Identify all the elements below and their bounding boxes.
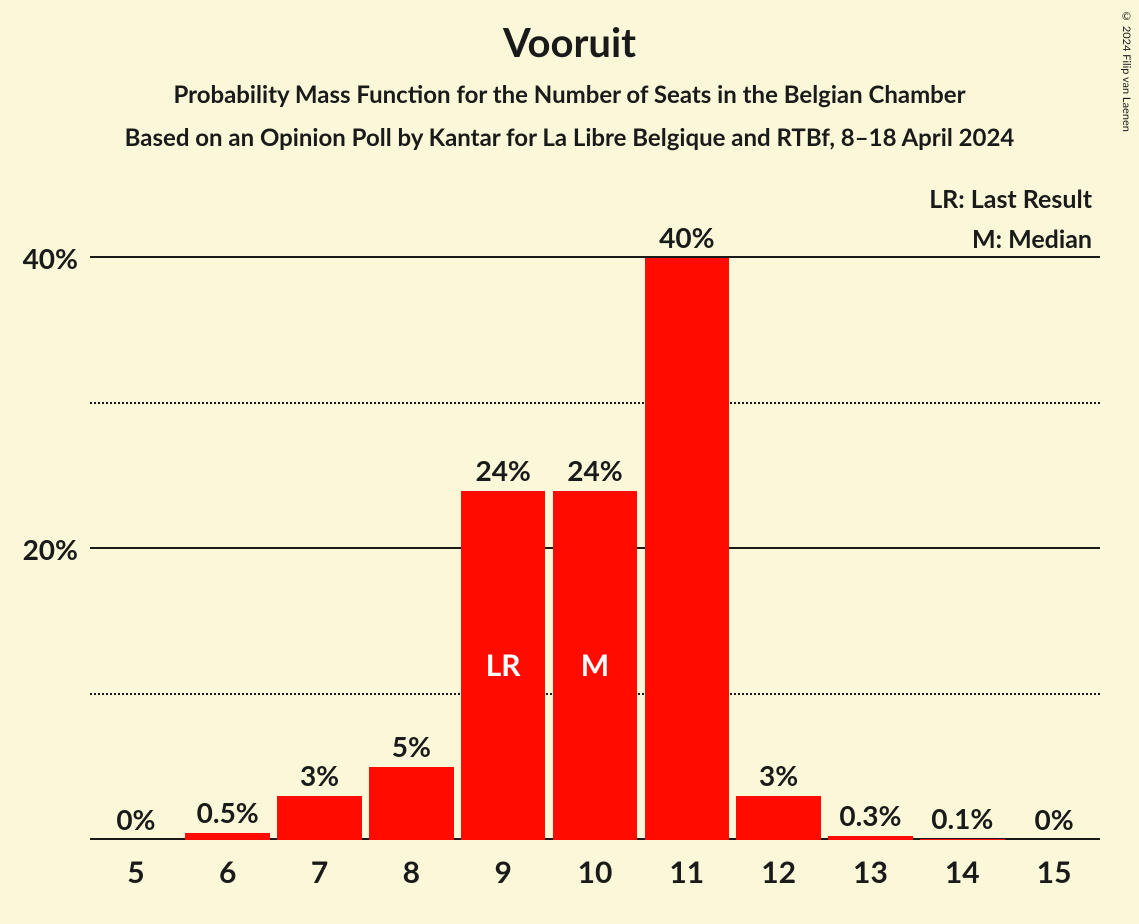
copyright-text: © 2024 Filip van Laenen — [1120, 10, 1133, 132]
chart-bar: 24%M — [553, 491, 637, 840]
chart-bar: 40% — [645, 258, 729, 840]
chart-subtitle-2: Based on an Opinion Poll by Kantar for L… — [0, 123, 1139, 152]
chart-bar: 0.3% — [828, 836, 912, 840]
chart-bar: 0.1% — [920, 839, 1004, 840]
y-tick-label: 40% — [23, 241, 78, 275]
chart-bar: 24%LR — [461, 491, 545, 840]
gridline-minor — [90, 402, 1100, 404]
legend-line: M: Median — [972, 224, 1092, 254]
gridline-major — [90, 256, 1100, 258]
bar-value-label: 0.5% — [197, 795, 259, 829]
bar-value-label: 24% — [567, 453, 622, 487]
x-tick-label: 11 — [669, 854, 704, 890]
x-tick-label: 13 — [853, 854, 888, 890]
x-tick-label: 12 — [761, 854, 796, 890]
chart-bar: 5% — [369, 767, 453, 840]
y-tick-label: 20% — [23, 532, 78, 566]
legend-line: LR: Last Result — [929, 184, 1092, 214]
x-tick-label: 8 — [403, 854, 420, 890]
x-tick-label: 15 — [1037, 854, 1072, 890]
bar-value-label: 40% — [659, 220, 714, 254]
x-tick-label: 6 — [219, 854, 236, 890]
chart-bar: 3% — [277, 796, 361, 840]
bar-value-label: 5% — [392, 729, 431, 763]
bar-value-label: 0% — [1034, 802, 1073, 836]
bar-value-label: 3% — [300, 758, 339, 792]
bar-value-label: 0.3% — [839, 798, 901, 832]
x-tick-label: 7 — [311, 854, 328, 890]
bar-inner-label: M — [581, 647, 609, 683]
chart-title: Vooruit — [0, 0, 1139, 66]
bar-value-label: 0% — [116, 802, 155, 836]
x-tick-label: 9 — [494, 854, 511, 890]
bar-value-label: 24% — [475, 453, 530, 487]
bar-value-label: 3% — [759, 758, 798, 792]
x-tick-label: 14 — [945, 854, 980, 890]
chart-bar: 0.5% — [185, 833, 269, 840]
x-tick-label: 10 — [578, 854, 613, 890]
plot-area: 20%40%0%50.5%63%75%824%LR924%M1040%113%1… — [90, 200, 1100, 840]
chart-bar: 3% — [736, 796, 820, 840]
bar-value-label: 0.1% — [931, 801, 993, 835]
bar-inner-label: LR — [486, 647, 521, 683]
x-tick-label: 5 — [127, 854, 144, 890]
chart-subtitle-1: Probability Mass Function for the Number… — [0, 80, 1139, 109]
